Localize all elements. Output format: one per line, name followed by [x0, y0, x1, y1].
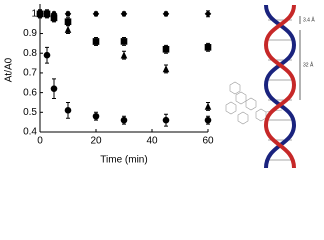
- marker: [43, 10, 51, 18]
- pitch-label: 3.4 Å: [303, 16, 315, 23]
- marker: [92, 37, 100, 45]
- marker: [120, 38, 128, 45]
- x-tick-label: 20: [90, 136, 102, 147]
- marker: [50, 13, 58, 22]
- dna-illustration: 3.4 Å 32 Å: [225, 4, 315, 169]
- y-tick-label: 1: [31, 8, 37, 19]
- y-tick-label: 0.8: [23, 48, 37, 59]
- marker: [64, 107, 72, 114]
- marker: [120, 51, 128, 59]
- marker: [204, 116, 212, 124]
- y-tick-label: 0.9: [23, 28, 37, 39]
- x-axis-label: Time (min): [100, 155, 147, 166]
- marker: [204, 10, 212, 18]
- x-tick-label: 0: [37, 136, 43, 147]
- x-tick-label: 40: [146, 136, 158, 147]
- marker: [120, 10, 128, 18]
- y-tick-label: 0.7: [23, 68, 37, 79]
- marker: [64, 18, 72, 26]
- figure: Time (min) At/A0 3.4 Å 32 Å 0.4 0.5 0.6 0.7…: [4, 4, 315, 169]
- y-tick-label: 0.4: [23, 127, 37, 138]
- marker: [162, 65, 170, 73]
- y-tick-label: 0.5: [23, 107, 37, 118]
- marker: [120, 116, 128, 124]
- marker: [162, 10, 170, 18]
- marker: [92, 10, 100, 18]
- marker: [204, 102, 212, 110]
- y-axis-label: At/A0: [4, 57, 15, 82]
- marker: [36, 10, 44, 18]
- marker: [92, 112, 100, 120]
- marker: [162, 45, 170, 53]
- marker: [50, 85, 58, 92]
- marker: [64, 25, 72, 33]
- marker: [43, 51, 51, 59]
- marker: [162, 116, 170, 124]
- x-tick-label: 60: [202, 136, 214, 147]
- turn-label: 32 Å: [303, 61, 314, 68]
- marker: [204, 44, 212, 51]
- y-tick-label: 0.6: [23, 87, 37, 98]
- marker: [64, 10, 72, 18]
